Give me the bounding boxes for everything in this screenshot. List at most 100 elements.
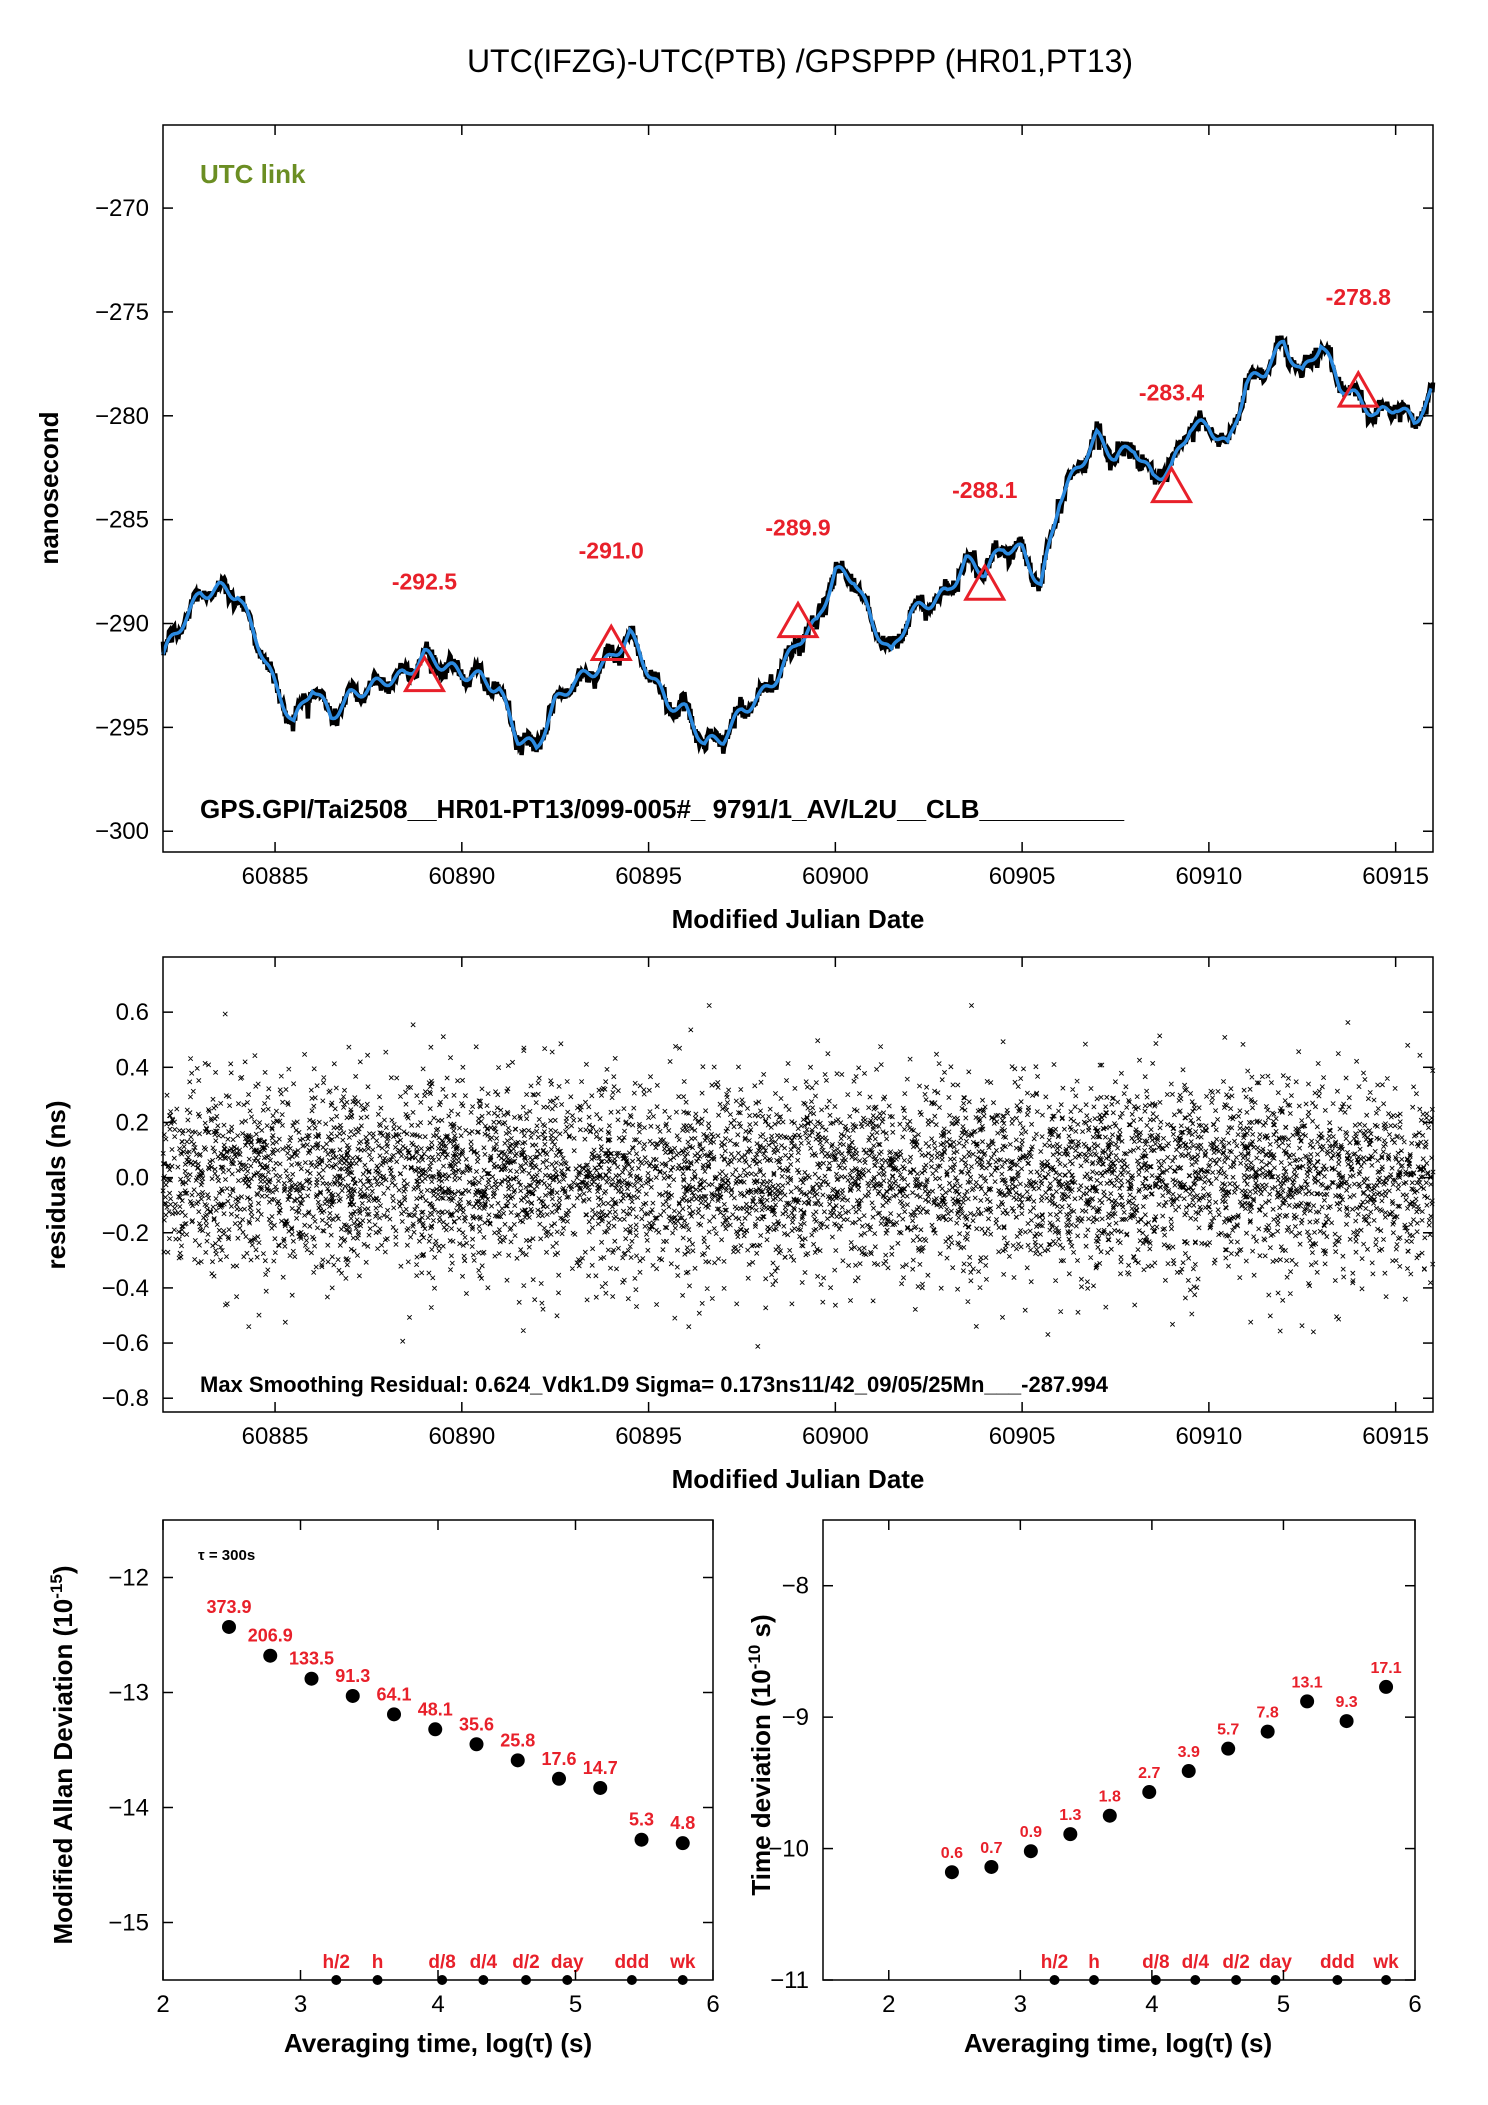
- residuals-axis-ticks: 60885 60890 60895 60900 60905 60910 60915 −0.8 −…: [102, 957, 1433, 1450]
- link-marker-triangle: [776, 600, 820, 639]
- deviation-point: [1221, 1741, 1236, 1756]
- link-legend-label: UTC link: [200, 159, 306, 189]
- y-tick-label: −285: [95, 507, 149, 534]
- link-axis-ticks: 60885 60890 60895 60900 60905 60910 60915 −300 −…: [95, 125, 1433, 890]
- deviation-point-label: 91.3: [335, 1666, 370, 1686]
- y-tick-label: −300: [95, 818, 149, 845]
- deviation-point: [634, 1832, 649, 1847]
- y-tick-label: −275: [95, 299, 149, 326]
- deviation-point: [263, 1648, 278, 1663]
- deviation-point: [984, 1859, 999, 1874]
- x-tick-label: 4: [1145, 1991, 1158, 2018]
- mdev-ylabel: Modified Allan Deviation (10-15): [47, 1566, 78, 1945]
- link-chart: -292.5 -291.0 -289.9 -288.1 -283.4 -278.8 608…: [34, 124, 1436, 934]
- x-tick-label: 60900: [802, 863, 869, 890]
- deviation-point-label: 7.8: [1257, 1705, 1279, 1722]
- time-marker-label: ddd: [1320, 1952, 1355, 1973]
- deviation-point: [1063, 1827, 1078, 1842]
- deviation-point: [675, 1836, 690, 1851]
- tdev-ylabel-main: Time deviation (10: [746, 1669, 776, 1895]
- y-tick-label: −0.4: [102, 1275, 149, 1302]
- y-tick-label: −11: [770, 1967, 809, 1994]
- deviation-point-label: 373.9: [206, 1597, 251, 1617]
- deviation-point: [345, 1688, 360, 1703]
- link-marker-label: -291.0: [579, 537, 644, 563]
- x-tick-label: 60910: [1176, 863, 1243, 890]
- deviation-point-label: 133.5: [289, 1649, 334, 1669]
- mdev-xlabel: Averaging time, log(τ) (s): [284, 2028, 592, 2058]
- y-tick-label: 0.2: [116, 1109, 149, 1136]
- deviation-point: [304, 1671, 319, 1686]
- time-marker-label: wk: [669, 1952, 696, 1973]
- deviation-point-label: 0.6: [941, 1845, 963, 1862]
- x-tick-label: 60885: [242, 1423, 309, 1450]
- x-tick-label: 2: [156, 1991, 169, 2018]
- x-tick-label: 5: [1277, 1991, 1290, 2018]
- mdev-ylabel-sup: -15: [47, 1574, 66, 1599]
- x-tick-label: 4: [431, 1991, 444, 2018]
- deviation-point-label: 5.3: [629, 1810, 654, 1830]
- deviation-point: [552, 1771, 566, 1786]
- deviation-point: [593, 1780, 608, 1795]
- y-tick-label: −0.8: [102, 1385, 149, 1412]
- time-marker-label: day: [551, 1952, 584, 1973]
- time-marker-label: d/4: [1182, 1952, 1210, 1973]
- tdev-plot-frame: [822, 1519, 1416, 1981]
- x-tick-label: 60890: [428, 863, 495, 890]
- y-tick-label: −15: [108, 1910, 149, 1937]
- residuals-plot-frame: [162, 956, 1434, 1413]
- deviation-point: [1339, 1714, 1354, 1729]
- y-tick-label: −8: [782, 1573, 809, 1600]
- link-xlabel: Modified Julian Date: [672, 904, 925, 934]
- y-tick-label: −14: [108, 1795, 149, 1822]
- x-tick-label: 3: [1014, 1991, 1027, 2018]
- link-marker-triangle: [402, 654, 447, 693]
- tdev-chart: 0.6 0.7 0.9 1.3 1.8 2.7 3.9 5.7 7.8 13.1 9.3 17.1 h/…: [745, 1519, 1422, 2058]
- tdev-ylabel-sup: -10: [745, 1645, 764, 1670]
- time-marker-label: wk: [1372, 1952, 1399, 1973]
- y-tick-label: −12: [108, 1565, 149, 1592]
- deviation-point-label: 14.7: [583, 1758, 618, 1778]
- residuals-xlabel: Modified Julian Date: [672, 1464, 925, 1494]
- y-tick-label: 0.6: [116, 999, 149, 1026]
- x-tick-label: 60905: [989, 863, 1056, 890]
- time-marker-label: d/2: [1222, 1952, 1249, 1973]
- page-title: UTC(IFZG)-UTC(PTB) /GPSPPP (HR01,PT13): [467, 43, 1133, 79]
- deviation-point-label: 35.6: [459, 1714, 494, 1734]
- x-tick-label: 60905: [989, 1423, 1056, 1450]
- tdev-xlabel: Averaging time, log(τ) (s): [964, 2028, 1272, 2058]
- link-series: [160, 335, 1436, 756]
- y-tick-label: −295: [95, 714, 149, 741]
- residuals-chart: 60885 60890 60895 60900 60905 60910 60915 −0.8 −…: [41, 956, 1436, 1494]
- deviation-point-label: 5.7: [1217, 1722, 1239, 1739]
- time-marker-label: h: [1088, 1952, 1100, 1973]
- time-marker-label: d/4: [470, 1952, 498, 1973]
- deviation-point: [1260, 1724, 1275, 1739]
- y-tick-label: −270: [95, 195, 149, 222]
- mdev-annotation: τ = 300s: [198, 1547, 255, 1564]
- deviation-point-label: 17.6: [541, 1749, 576, 1769]
- time-marker-label: h: [372, 1952, 384, 1973]
- deviation-point-label: 1.3: [1059, 1807, 1081, 1824]
- deviation-point: [1379, 1679, 1394, 1694]
- link-ylabel: nanosecond: [34, 411, 64, 564]
- tdev-ylabel-end: s): [746, 1614, 776, 1644]
- deviation-point: [222, 1619, 236, 1634]
- residuals-note: Max Smoothing Residual: 0.624_Vdk1.D9 Si…: [200, 1372, 1109, 1397]
- deviation-point-label: 48.1: [418, 1699, 453, 1719]
- y-tick-label: −0.6: [102, 1330, 149, 1357]
- deviation-point: [1023, 1844, 1038, 1859]
- y-tick-label: 0.4: [116, 1054, 149, 1081]
- y-tick-label: −290: [95, 611, 149, 638]
- time-marker-label: ddd: [614, 1952, 649, 1973]
- deviation-point: [428, 1722, 443, 1737]
- deviation-point-label: 2.7: [1138, 1765, 1160, 1782]
- y-tick-label: −0.2: [102, 1220, 149, 1247]
- x-tick-label: 60890: [428, 1423, 495, 1450]
- x-tick-label: 2: [882, 1991, 895, 2018]
- x-tick-label: 6: [1408, 1991, 1421, 2018]
- link-marker-label: -278.8: [1326, 284, 1391, 310]
- deviation-point: [510, 1753, 525, 1768]
- deviation-point-label: 64.1: [376, 1684, 411, 1704]
